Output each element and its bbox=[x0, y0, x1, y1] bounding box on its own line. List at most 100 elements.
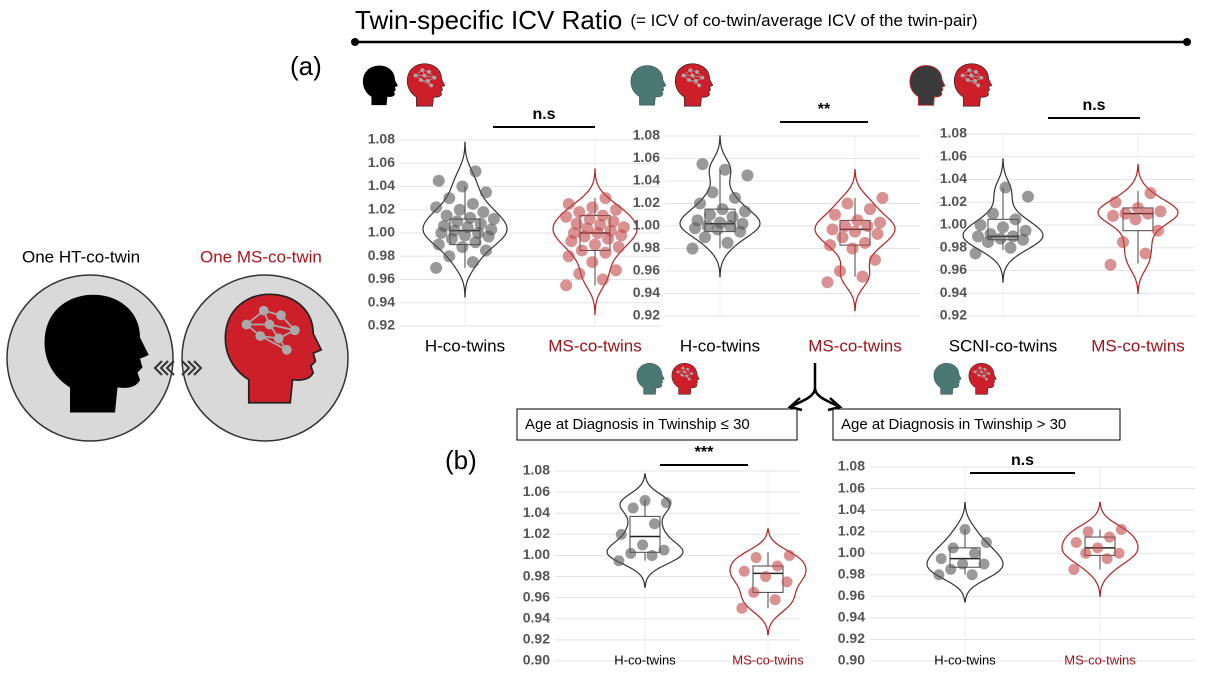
data-point bbox=[469, 165, 482, 178]
category-label: SCNI-co-twins bbox=[949, 336, 1058, 355]
data-point bbox=[448, 224, 461, 237]
y-tick-label: 1.00 bbox=[838, 544, 865, 560]
data-point bbox=[604, 224, 617, 237]
data-point bbox=[999, 181, 1012, 194]
data-point bbox=[772, 560, 783, 572]
data-point bbox=[1107, 209, 1119, 222]
data-point bbox=[477, 206, 490, 219]
data-point bbox=[1139, 247, 1152, 260]
data-point bbox=[739, 205, 751, 218]
data-point bbox=[839, 220, 851, 232]
data-point bbox=[947, 542, 959, 554]
data-point bbox=[729, 191, 741, 204]
data-point bbox=[686, 242, 699, 255]
category-label: MS-co-twins bbox=[1064, 652, 1136, 667]
data-point bbox=[560, 279, 573, 292]
data-point bbox=[627, 502, 639, 514]
y-tick-label: 1.06 bbox=[940, 147, 967, 163]
y-tick-label: 1.02 bbox=[368, 200, 395, 216]
data-point bbox=[438, 220, 450, 233]
y-tick-label: 1.00 bbox=[633, 217, 660, 233]
ms-label: One MS-co-twin bbox=[200, 247, 322, 266]
data-point bbox=[599, 192, 612, 205]
data-point bbox=[480, 244, 492, 257]
data-point bbox=[864, 203, 876, 216]
violin bbox=[926, 501, 1004, 603]
data-point bbox=[849, 225, 861, 238]
data-point bbox=[658, 544, 670, 556]
significance: n.s bbox=[1082, 97, 1105, 114]
y-tick-label: 1.04 bbox=[838, 501, 865, 517]
data-point bbox=[1115, 524, 1127, 536]
data-point bbox=[738, 565, 750, 577]
icon-ms bbox=[969, 363, 997, 394]
y-tick-label: 1.02 bbox=[633, 194, 660, 210]
data-point bbox=[560, 210, 573, 223]
data-point bbox=[607, 215, 620, 228]
data-point bbox=[469, 236, 482, 249]
data-point bbox=[581, 222, 594, 235]
data-point bbox=[972, 230, 984, 243]
data-point bbox=[461, 221, 474, 234]
data-point bbox=[969, 547, 980, 559]
y-tick-label: 1.02 bbox=[523, 525, 550, 541]
data-point bbox=[829, 208, 841, 221]
data-point bbox=[432, 238, 445, 251]
icon-ms bbox=[672, 363, 700, 394]
data-point bbox=[1113, 547, 1125, 559]
data-point bbox=[1144, 187, 1157, 200]
data-point bbox=[701, 220, 714, 232]
data-point bbox=[736, 602, 748, 614]
y-tick-label: 0.96 bbox=[368, 270, 395, 286]
data-point bbox=[596, 273, 609, 286]
icon-healthy bbox=[362, 65, 398, 106]
data-point bbox=[696, 158, 709, 171]
data-point bbox=[1104, 258, 1117, 271]
data-point bbox=[1104, 531, 1115, 543]
y-tick-label: 1.02 bbox=[838, 522, 865, 538]
icon-healthy bbox=[630, 65, 667, 106]
data-point bbox=[1007, 230, 1019, 243]
y-tick-label: 1.08 bbox=[523, 462, 550, 478]
y-tick-label: 0.92 bbox=[633, 307, 660, 323]
y-tick-label: 0.96 bbox=[838, 587, 865, 603]
data-point bbox=[874, 216, 886, 229]
data-point bbox=[610, 203, 622, 216]
data-point bbox=[706, 186, 719, 199]
subgroup-label: Age at Diagnosis in Twinship ≤ 30 bbox=[525, 416, 750, 433]
category-label: H-co-twins bbox=[425, 336, 505, 355]
data-point bbox=[573, 267, 586, 280]
data-point bbox=[721, 236, 734, 249]
y-tick-label: 0.96 bbox=[940, 261, 967, 277]
data-point bbox=[562, 197, 575, 210]
y-tick-label: 0.98 bbox=[633, 239, 660, 255]
significance: n.s bbox=[1011, 452, 1034, 469]
y-tick-label: 1.06 bbox=[838, 479, 865, 495]
data-point bbox=[978, 558, 990, 570]
data-point bbox=[987, 207, 999, 220]
y-tick-label: 0.92 bbox=[940, 307, 967, 323]
y-tick-label: 1.00 bbox=[940, 216, 967, 232]
split-arrow bbox=[791, 363, 839, 408]
y-tick-label: 0.98 bbox=[368, 247, 395, 263]
data-point bbox=[453, 203, 466, 216]
y-tick-label: 0.90 bbox=[523, 652, 550, 668]
data-point bbox=[466, 197, 479, 210]
data-point bbox=[1004, 241, 1017, 254]
y-tick-label: 1.06 bbox=[368, 154, 395, 170]
title-main: Twin-specific ICV Ratio bbox=[355, 5, 622, 35]
y-tick-label: 0.94 bbox=[940, 284, 967, 300]
y-tick-label: 0.96 bbox=[633, 262, 660, 278]
y-tick-label: 1.08 bbox=[633, 127, 660, 143]
data-point bbox=[869, 253, 881, 266]
box bbox=[629, 515, 661, 553]
chevrons bbox=[153, 360, 203, 376]
y-tick-label: 0.92 bbox=[368, 317, 395, 333]
data-point bbox=[699, 231, 711, 244]
data-point bbox=[1132, 201, 1144, 214]
arrow-head bbox=[827, 397, 843, 412]
data-point bbox=[1101, 553, 1113, 565]
data-point bbox=[994, 232, 1007, 245]
data-point bbox=[612, 240, 625, 253]
